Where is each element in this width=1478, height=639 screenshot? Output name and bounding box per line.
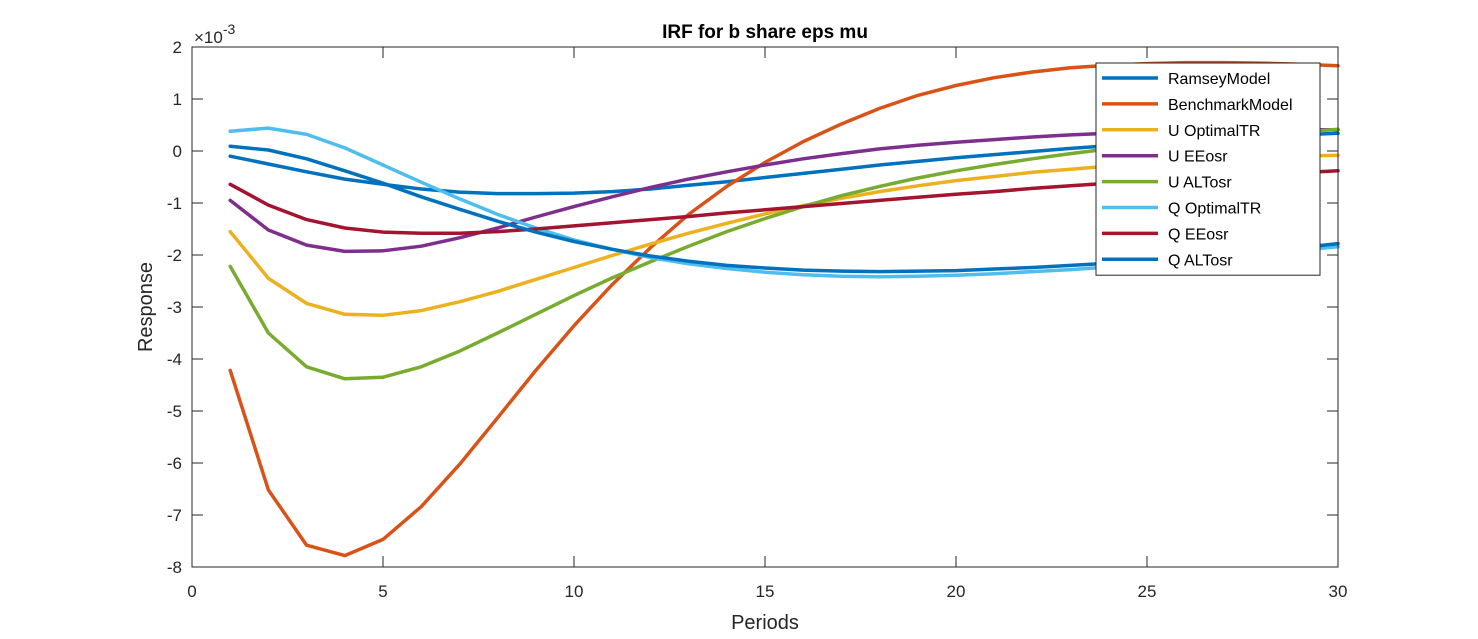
y-tick-label: -6: [167, 454, 182, 473]
legend-label-2: BenchmarkModel: [1168, 97, 1293, 114]
y-tick-label: -5: [167, 402, 182, 421]
y-tick-label: -8: [167, 558, 182, 577]
legend-label-6: Q OptimalTR: [1168, 201, 1261, 218]
legend-label-4: U EEosr: [1168, 149, 1228, 166]
legend-label-8: Q ALTosr: [1168, 252, 1233, 269]
y-tick-label: -4: [167, 350, 182, 369]
x-tick-label: 20: [947, 582, 966, 601]
x-tick-label: 15: [756, 582, 775, 601]
x-tick-label: 30: [1329, 582, 1348, 601]
x-tick-label: 25: [1138, 582, 1157, 601]
y-tick-label: -1: [167, 194, 182, 213]
y-tick-label: -7: [167, 506, 182, 525]
y-exponent-base: ×10: [194, 28, 223, 47]
y-axis-label: Response: [135, 262, 157, 352]
x-axis-label: Periods: [731, 612, 799, 634]
legend-label-7: Q EEosr: [1168, 226, 1229, 243]
x-tick-label: 10: [565, 582, 584, 601]
y-tick-label: 1: [173, 90, 182, 109]
axes-layer: 0 5 10 15 20 25 30 -8 -7 -6 -5 -4 -3 -2 -1 0 1 2: [167, 38, 1348, 601]
x-tick-label: 0: [187, 582, 196, 601]
legend-label-1: RamseyModel: [1168, 71, 1270, 88]
y-tick-label: -3: [167, 298, 182, 317]
y-exponent: ×10-3: [194, 21, 236, 47]
legend: RamseyModel BenchmarkModel U OptimalTR U EE…: [1095, 62, 1321, 276]
y-tick-label: 0: [173, 142, 182, 161]
legend-label-3: U OptimalTR: [1168, 123, 1260, 140]
chart-title: IRF for b share eps mu: [662, 22, 868, 43]
x-tick-label: 5: [378, 582, 387, 601]
y-tick-label: 2: [173, 38, 182, 57]
legend-label-5: U ALTosr: [1168, 175, 1232, 192]
legend-box: [1095, 62, 1321, 276]
y-exponent-power: -3: [223, 21, 236, 37]
y-tick-label: -2: [167, 246, 182, 265]
